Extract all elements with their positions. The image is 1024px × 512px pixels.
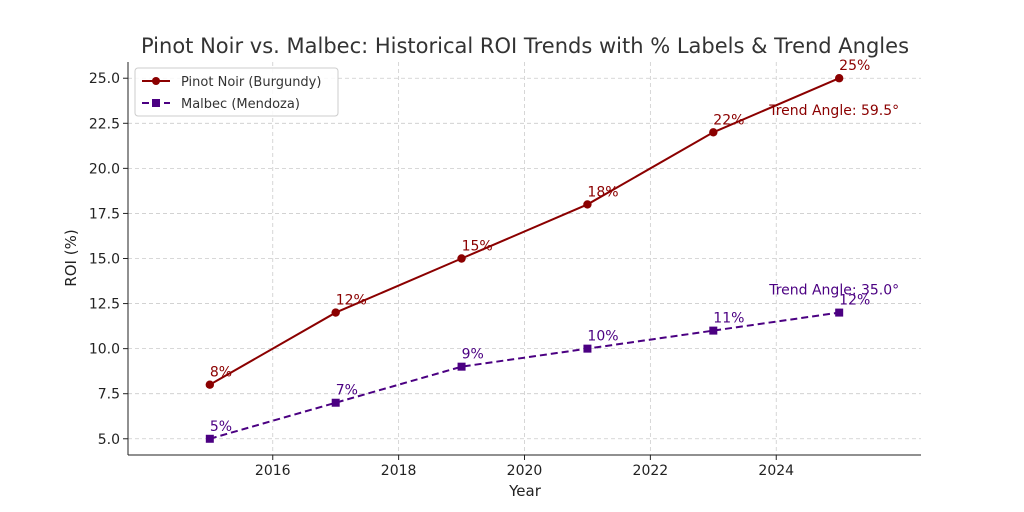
axes: 2016 2018 2020 2022 2024 5.0 7.5 10.0 12.5 15.0 17…: [89, 62, 921, 479]
pinot-noir-trend-annotation: Trend Angle: 59.5°: [768, 103, 899, 119]
malbec-point: [709, 326, 718, 335]
malbec-data-label: 7%: [336, 383, 358, 399]
x-tick-label: 2024: [758, 463, 794, 479]
pinot-noir-data-label: 22%: [713, 112, 744, 128]
malbec-legend-marker: [152, 99, 160, 107]
y-tick-label: 15.0: [89, 252, 120, 268]
pinot-noir-point: [709, 128, 718, 137]
malbec-point: [331, 398, 340, 407]
x-tick-label: 2016: [255, 463, 291, 479]
x-axis-title: Year: [508, 482, 542, 500]
x-tick-label: 2018: [381, 463, 417, 479]
pinot-noir-legend-label: Pinot Noir (Burgundy): [181, 75, 321, 90]
pinot-noir-data-label: 12%: [336, 293, 367, 309]
pinot-noir-data-label: 25%: [839, 58, 870, 74]
malbec-data-label: 10%: [587, 329, 618, 345]
pinot-noir-data-label: 18%: [587, 184, 618, 200]
y-tick-label: 12.5: [89, 297, 120, 313]
series-group: [205, 74, 844, 443]
pinot-noir-point: [331, 308, 340, 317]
legend: Pinot Noir (Burgundy) Malbec (Mendoza): [134, 67, 339, 117]
y-tick-label: 25.0: [89, 71, 120, 87]
pinot-noir-point: [583, 200, 592, 209]
y-tick-label: 7.5: [98, 387, 120, 403]
malbec-point: [583, 344, 592, 353]
malbec-point: [205, 434, 214, 443]
pinot-noir-data-label: 15%: [462, 239, 493, 255]
malbec-legend-label: Malbec (Mendoza): [181, 97, 300, 112]
pinot-noir-point: [457, 254, 466, 263]
malbec-data-label: 12%: [839, 293, 870, 309]
malbec-trend-annotation: Trend Angle: 35.0°: [768, 283, 899, 299]
y-axis-title: ROI (%): [62, 229, 80, 286]
y-tick-label: 10.0: [89, 342, 120, 358]
malbec-series-line: [209, 311, 840, 440]
y-tick-label: 20.0: [89, 161, 120, 177]
pinot-noir-data-label: 8%: [210, 365, 232, 381]
pinot-noir-series-line: [209, 77, 840, 386]
x-tick-label: 2020: [507, 463, 543, 479]
malbec-point: [835, 308, 844, 317]
pinot-noir-point: [834, 74, 844, 83]
grid: [128, 62, 921, 455]
malbec-point: [457, 362, 466, 371]
x-tick-label: 2022: [633, 463, 669, 479]
y-tick-label: 22.5: [89, 116, 120, 132]
pinot-noir-legend-marker: [152, 77, 160, 85]
chart-title: Pinot Noir vs. Malbec: Historical ROI Tr…: [141, 34, 909, 58]
y-tick-label: 17.5: [89, 206, 120, 222]
malbec-data-label: 5%: [210, 419, 232, 435]
pinot-noir-point: [205, 380, 215, 389]
data-labels: 8%12%15%18%22%25%5%7%9%10%11%12%Trend An…: [210, 58, 899, 435]
malbec-data-label: 11%: [713, 311, 744, 327]
malbec-data-label: 9%: [462, 347, 484, 363]
y-tick-label: 5.0: [98, 432, 120, 448]
legend-box: [134, 67, 339, 117]
